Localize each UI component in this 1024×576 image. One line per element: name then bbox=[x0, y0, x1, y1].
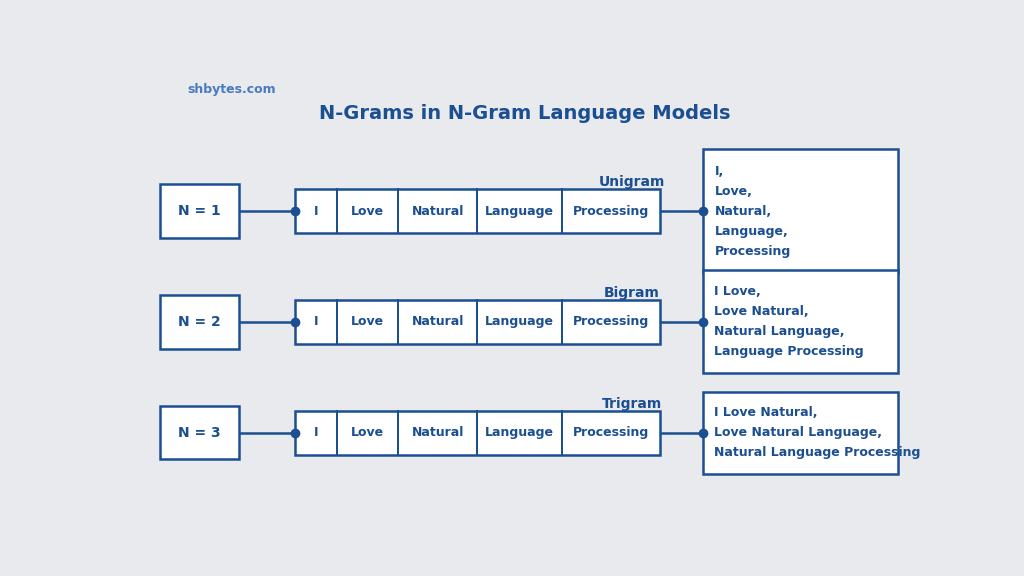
FancyBboxPatch shape bbox=[295, 300, 659, 344]
Text: I: I bbox=[313, 316, 318, 328]
Text: I: I bbox=[313, 204, 318, 218]
Text: Language: Language bbox=[485, 316, 554, 328]
Text: N-Grams in N-Gram Language Models: N-Grams in N-Gram Language Models bbox=[319, 104, 730, 123]
Text: Processing: Processing bbox=[572, 316, 649, 328]
FancyBboxPatch shape bbox=[160, 184, 240, 238]
Text: I Love,
Love Natural,
Natural Language,
Language Processing: I Love, Love Natural, Natural Language, … bbox=[715, 286, 864, 358]
FancyBboxPatch shape bbox=[160, 406, 240, 460]
Text: Love: Love bbox=[351, 316, 384, 328]
Text: I Love Natural,
Love Natural Language,
Natural Language Processing: I Love Natural, Love Natural Language, N… bbox=[715, 406, 921, 459]
Text: Language: Language bbox=[485, 426, 554, 439]
Text: Processing: Processing bbox=[572, 426, 649, 439]
FancyBboxPatch shape bbox=[295, 411, 659, 455]
Text: N = 2: N = 2 bbox=[178, 315, 221, 329]
Text: N = 3: N = 3 bbox=[178, 426, 221, 440]
Text: Unigram: Unigram bbox=[599, 175, 666, 190]
FancyBboxPatch shape bbox=[160, 295, 240, 348]
FancyBboxPatch shape bbox=[703, 149, 898, 273]
FancyBboxPatch shape bbox=[703, 271, 898, 373]
FancyBboxPatch shape bbox=[295, 189, 659, 233]
Text: Trigram: Trigram bbox=[602, 397, 663, 411]
Text: shbytes.com: shbytes.com bbox=[187, 82, 276, 96]
Text: Natural: Natural bbox=[412, 316, 464, 328]
Text: Bigram: Bigram bbox=[604, 286, 659, 300]
Text: Natural: Natural bbox=[412, 204, 464, 218]
FancyBboxPatch shape bbox=[703, 392, 898, 473]
Text: N = 1: N = 1 bbox=[178, 204, 221, 218]
Text: Love: Love bbox=[351, 426, 384, 439]
Text: Natural: Natural bbox=[412, 426, 464, 439]
Text: Love: Love bbox=[351, 204, 384, 218]
Text: Processing: Processing bbox=[572, 204, 649, 218]
Text: I: I bbox=[313, 426, 318, 439]
Text: Language: Language bbox=[485, 204, 554, 218]
Text: I,
Love,
Natural,
Language,
Processing: I, Love, Natural, Language, Processing bbox=[715, 165, 791, 257]
